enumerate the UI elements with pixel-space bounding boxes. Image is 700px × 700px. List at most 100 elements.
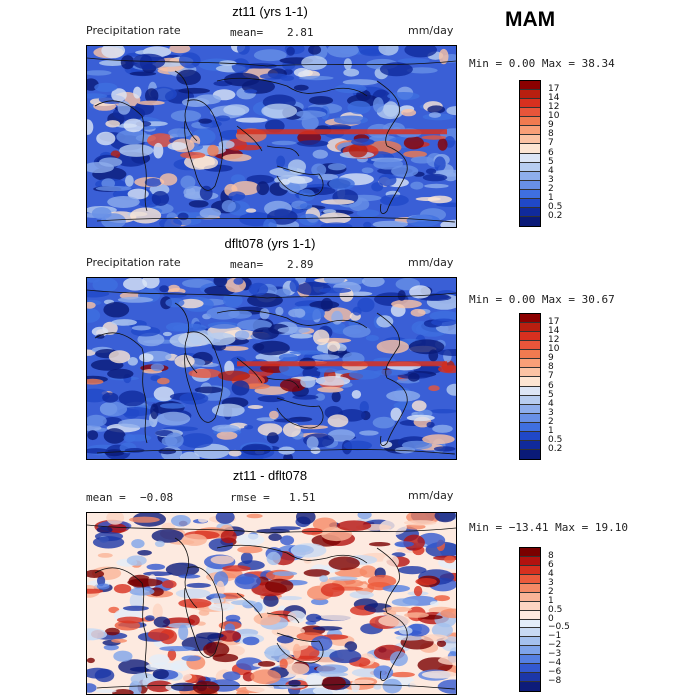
colorbar-segment	[520, 180, 540, 190]
colorbar-segment	[520, 90, 540, 100]
colorbar-tick-label: −1	[548, 631, 562, 642]
colorbar-tick-label: 10	[548, 111, 560, 122]
panel-1-mean-label: mean=	[230, 26, 264, 39]
colorbar-segment	[520, 126, 540, 136]
colorbar-tick-label: 6	[548, 380, 554, 391]
colorbar-tick-label: 8	[548, 129, 554, 140]
colorbar-tick-label: 9	[548, 353, 554, 364]
colorbar-segment	[520, 646, 540, 656]
colorbar-tick-label: 0.5	[548, 434, 563, 445]
colorbar-tick-label: 6	[548, 147, 554, 158]
colorbar-segment	[520, 404, 540, 414]
colorbar-segment	[520, 673, 540, 683]
colorbar-segment	[520, 368, 540, 378]
colorbar-tick-label: 7	[548, 138, 554, 149]
colorbar-segment	[520, 682, 540, 691]
colorbar-tick-label: 1	[548, 192, 554, 203]
colorbar-segment	[520, 162, 540, 172]
colorbar-tick-label: 8	[548, 550, 554, 561]
colorbar-segment	[520, 637, 540, 647]
panel-3-title: zt11 - dflt078	[232, 468, 308, 483]
season-title: MAM	[505, 8, 556, 31]
map-field	[87, 278, 456, 459]
colorbar-tick-label: 3	[548, 577, 554, 588]
panel-3-units: mm/day	[408, 489, 454, 502]
panel-1-minmax: Min = 0.00 Max = 38.34	[469, 57, 615, 70]
colorbar-tick-label: 12	[548, 102, 560, 113]
colorbar-segment	[520, 565, 540, 575]
colorbar-tick-label: −3	[548, 649, 562, 660]
colorbar-segment	[520, 449, 540, 459]
panel-3-mean-label: mean =	[86, 491, 126, 504]
colorbar-segment	[520, 171, 540, 181]
colorbar-segment	[520, 332, 540, 342]
colorbar-tick-label: 0.5	[548, 604, 563, 615]
colorbar-segment	[520, 117, 540, 127]
colorbar-segment	[520, 413, 540, 423]
colorbar-tick-label: 0.5	[548, 201, 563, 212]
colorbar-tick-label: 7	[548, 371, 554, 382]
colorbar-tick-label: 8	[548, 362, 554, 373]
colorbar-segment	[520, 592, 540, 602]
colorbar-segment	[520, 655, 540, 665]
colorbar-segment	[520, 144, 540, 154]
panel-2-mean-label: mean=	[230, 258, 264, 271]
colorbar-tick-label: 3	[548, 174, 554, 185]
colorbar-segment	[520, 153, 540, 163]
colorbar-tick-label: 3	[548, 407, 554, 418]
colorbar-segment	[520, 431, 540, 441]
colorbar-tick-label: 2	[548, 183, 554, 194]
panel-2-colorbar	[519, 313, 541, 460]
colorbar-segment	[520, 556, 540, 566]
panel-1-variable: Precipitation rate	[86, 24, 181, 37]
colorbar-tick-label: 14	[548, 93, 560, 104]
colorbar-segment	[520, 323, 540, 333]
colorbar-tick-label: −2	[548, 640, 562, 651]
colorbar-tick-label: 12	[548, 335, 560, 346]
colorbar-segment	[520, 610, 540, 620]
colorbar-segment	[520, 81, 540, 91]
colorbar-segment	[520, 359, 540, 369]
colorbar-segment	[520, 395, 540, 405]
panel-1-units: mm/day	[408, 24, 454, 37]
colorbar-tick-label: 14	[548, 326, 560, 337]
colorbar-segment	[520, 664, 540, 674]
map-field	[87, 46, 456, 227]
colorbar-segment	[520, 198, 540, 208]
panel-2-title: dflt078 (yrs 1-1)	[224, 236, 316, 251]
colorbar-segment	[520, 108, 540, 118]
colorbar-tick-label: −4	[548, 658, 562, 669]
colorbar-tick-label: −0.5	[548, 622, 570, 633]
colorbar-tick-label: 0	[548, 613, 554, 624]
panel-2-minmax: Min = 0.00 Max = 30.67	[469, 293, 615, 306]
colorbar-segment	[520, 189, 540, 199]
panel-3-map	[86, 512, 457, 695]
colorbar-segment	[520, 216, 540, 226]
colorbar-segment	[520, 548, 540, 557]
colorbar-tick-label: 10	[548, 344, 560, 355]
map-field	[87, 513, 456, 694]
colorbar-tick-label: 0.2	[548, 443, 563, 454]
colorbar-segment	[520, 583, 540, 593]
colorbar-tick-label: −8	[548, 676, 562, 687]
panel-1-map	[86, 45, 457, 228]
panel-3-colorbar	[519, 547, 541, 692]
colorbar-segment	[520, 386, 540, 396]
colorbar-tick-label: 9	[548, 120, 554, 131]
colorbar-tick-label: 2	[548, 586, 554, 597]
panel-3-mean-value: −0.08	[140, 491, 174, 504]
colorbar-segment	[520, 440, 540, 450]
colorbar-tick-label: 4	[548, 165, 554, 176]
colorbar-tick-label: 5	[548, 389, 554, 400]
colorbar-tick-label: 2	[548, 416, 554, 427]
panel-2-units: mm/day	[408, 256, 454, 269]
colorbar-segment	[520, 99, 540, 109]
colorbar-tick-label: 17	[548, 84, 560, 95]
colorbar-tick-label: 4	[548, 398, 554, 409]
colorbar-tick-label: 4	[548, 568, 554, 579]
panel-2-map	[86, 277, 457, 460]
panel-3-rmse-value: 1.51	[289, 491, 316, 504]
colorbar-segment	[520, 207, 540, 217]
colorbar-segment	[520, 341, 540, 351]
panel-1-title: zt11 (yrs 1-1)	[232, 4, 308, 19]
